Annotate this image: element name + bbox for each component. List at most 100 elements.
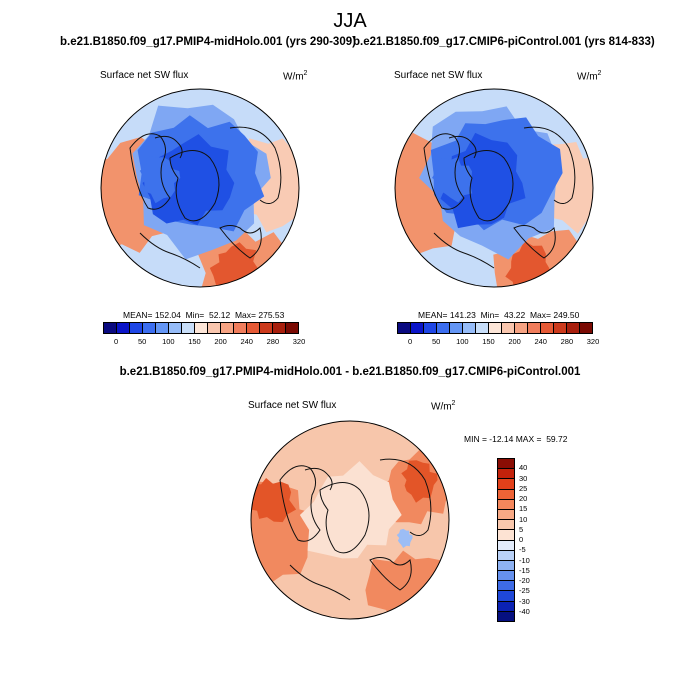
colorbar-tick-label: 40 [519, 463, 528, 473]
colorbar-swatch [411, 323, 424, 333]
colorbar-swatch [498, 499, 514, 510]
coastline-eurasia [523, 126, 576, 204]
coastline-scandinavia [219, 225, 262, 259]
colorbar-tick-label: 0 [407, 337, 413, 346]
colorbar-tick-label: -5 [519, 545, 526, 555]
colorbar-swatch [424, 323, 437, 333]
colorbar-swatch [498, 550, 514, 561]
difference-colorbar-ticks: 40 30 25 20 15 10 5 0 -5 -10 -15 -20 -25 -30 -40 [519, 458, 549, 622]
coastline-scandinavia [513, 225, 556, 259]
colorbar-swatch [156, 323, 169, 333]
coastline-atlantic [289, 564, 351, 601]
coastline-atlantic [433, 232, 495, 269]
colorbar-tick-label: 150 [188, 337, 201, 346]
colorbar-tick-label: 25 [519, 483, 528, 493]
coastline-archipelago [304, 467, 333, 491]
panel-2-colorbar-swatches [397, 322, 593, 334]
colorbar-tick-label: 320 [292, 337, 306, 346]
coastline-atlantic [139, 232, 201, 269]
panel-1-units: W/m2 [283, 70, 308, 83]
colorbar-tick-label: 100 [162, 337, 175, 346]
colorbar-tick-label: -20 [519, 576, 530, 585]
panel-1-variable: Surface net SW flux [100, 70, 189, 81]
map-field [101, 89, 299, 287]
panel-1-colorbar-swatches [103, 322, 299, 334]
colorbar-swatch [498, 571, 514, 582]
colorbar-tick-label: 0 [113, 337, 119, 346]
colorbar-swatch [286, 323, 298, 333]
panel-2-stats: MEAN= 141.23 Min= 43.22 Max= 249.50 [418, 310, 580, 320]
map-field [395, 89, 593, 287]
panel-2-units: W/m2 [577, 70, 602, 83]
colorbar-tick-label: 50 [432, 337, 441, 346]
colorbar-swatch [528, 323, 541, 333]
colorbar-swatch [580, 323, 592, 333]
colorbar-tick-label: 50 [138, 337, 147, 346]
colorbar-swatch [260, 323, 273, 333]
colorbar-swatch [498, 520, 514, 531]
colorbar-tick-label: 10 [519, 514, 528, 524]
coastline-greenland [169, 150, 220, 222]
colorbar-swatch [498, 489, 514, 500]
colorbar-swatch [498, 591, 514, 602]
difference-polar-map [250, 420, 450, 620]
colorbar-swatch [437, 323, 450, 333]
colorbar-swatch [247, 323, 260, 333]
colorbar-tick-label: 20 [519, 494, 528, 503]
colorbar-swatch [498, 540, 514, 551]
colorbar-swatch [130, 323, 143, 333]
colorbar-swatch [104, 323, 117, 333]
coastline-north-america [423, 133, 465, 210]
colorbar-tick-label: 240 [534, 337, 547, 346]
coastline-greenland [319, 482, 370, 554]
coastline-eurasia [229, 126, 282, 204]
colorbar-tick-label: 200 [214, 337, 227, 346]
coastline-eurasia [379, 458, 432, 536]
colorbar-tick-label: 0 [519, 535, 524, 544]
colorbar-swatch [541, 323, 554, 333]
coastline-scandinavia [369, 557, 412, 591]
panel-1-colorbar-ticks: 0 50 100 150 200 240 280 320 [103, 334, 305, 346]
colorbar-tick-label: -10 [519, 555, 530, 565]
colorbar-swatch [567, 323, 580, 333]
map-border [100, 88, 300, 288]
field-archipelago [432, 157, 473, 203]
colorbar-swatch [169, 323, 182, 333]
panel-1-polar-map [100, 88, 300, 288]
colorbar-swatch [182, 323, 195, 333]
colorbar-tick-label: 15 [519, 504, 528, 514]
field-archipelago [139, 155, 181, 204]
colorbar-swatch [143, 323, 156, 333]
colorbar-tick-label: 150 [482, 337, 495, 346]
colorbar-swatch [117, 323, 130, 333]
colorbar-swatch [476, 323, 489, 333]
colorbar-swatch [498, 530, 514, 541]
difference-stats: MIN = -12.14 MAX = 59.72 [464, 434, 568, 444]
map-border [394, 88, 594, 288]
difference-colorbar-swatches [497, 458, 515, 622]
colorbar-swatch [498, 459, 514, 470]
colorbar-swatch [498, 469, 514, 480]
colorbar-swatch [498, 560, 514, 572]
colorbar-swatch [498, 479, 514, 490]
coastline-greenland [463, 150, 514, 222]
field-warm-southeast [365, 550, 449, 619]
difference-variable: Surface net SW flux [248, 400, 337, 411]
panel-2-colorbar-ticks: 0 50 100 150 200 240 280 320 [397, 334, 599, 346]
field-deep [440, 132, 526, 229]
coastline-archipelago [154, 135, 183, 159]
colorbar-swatch [463, 323, 476, 333]
difference-title: b.e21.B1850.f09_g17.PMIP4-midHolo.001 - … [119, 366, 581, 378]
colorbar-tick-label: 280 [560, 337, 574, 346]
colorbar-swatch [498, 581, 514, 592]
colorbar-swatch [498, 611, 514, 621]
colorbar-swatch [208, 323, 221, 333]
colorbar-tick-label: -30 [519, 596, 530, 606]
field-blue-spot [396, 528, 413, 548]
colorbar-tick-label: 280 [266, 337, 280, 346]
colorbar-swatch [450, 323, 463, 333]
difference-units: W/m2 [431, 400, 456, 413]
panel-2-polar-map [394, 88, 594, 288]
colorbar-tick-label: 5 [519, 524, 524, 534]
colorbar-swatch [498, 601, 514, 612]
